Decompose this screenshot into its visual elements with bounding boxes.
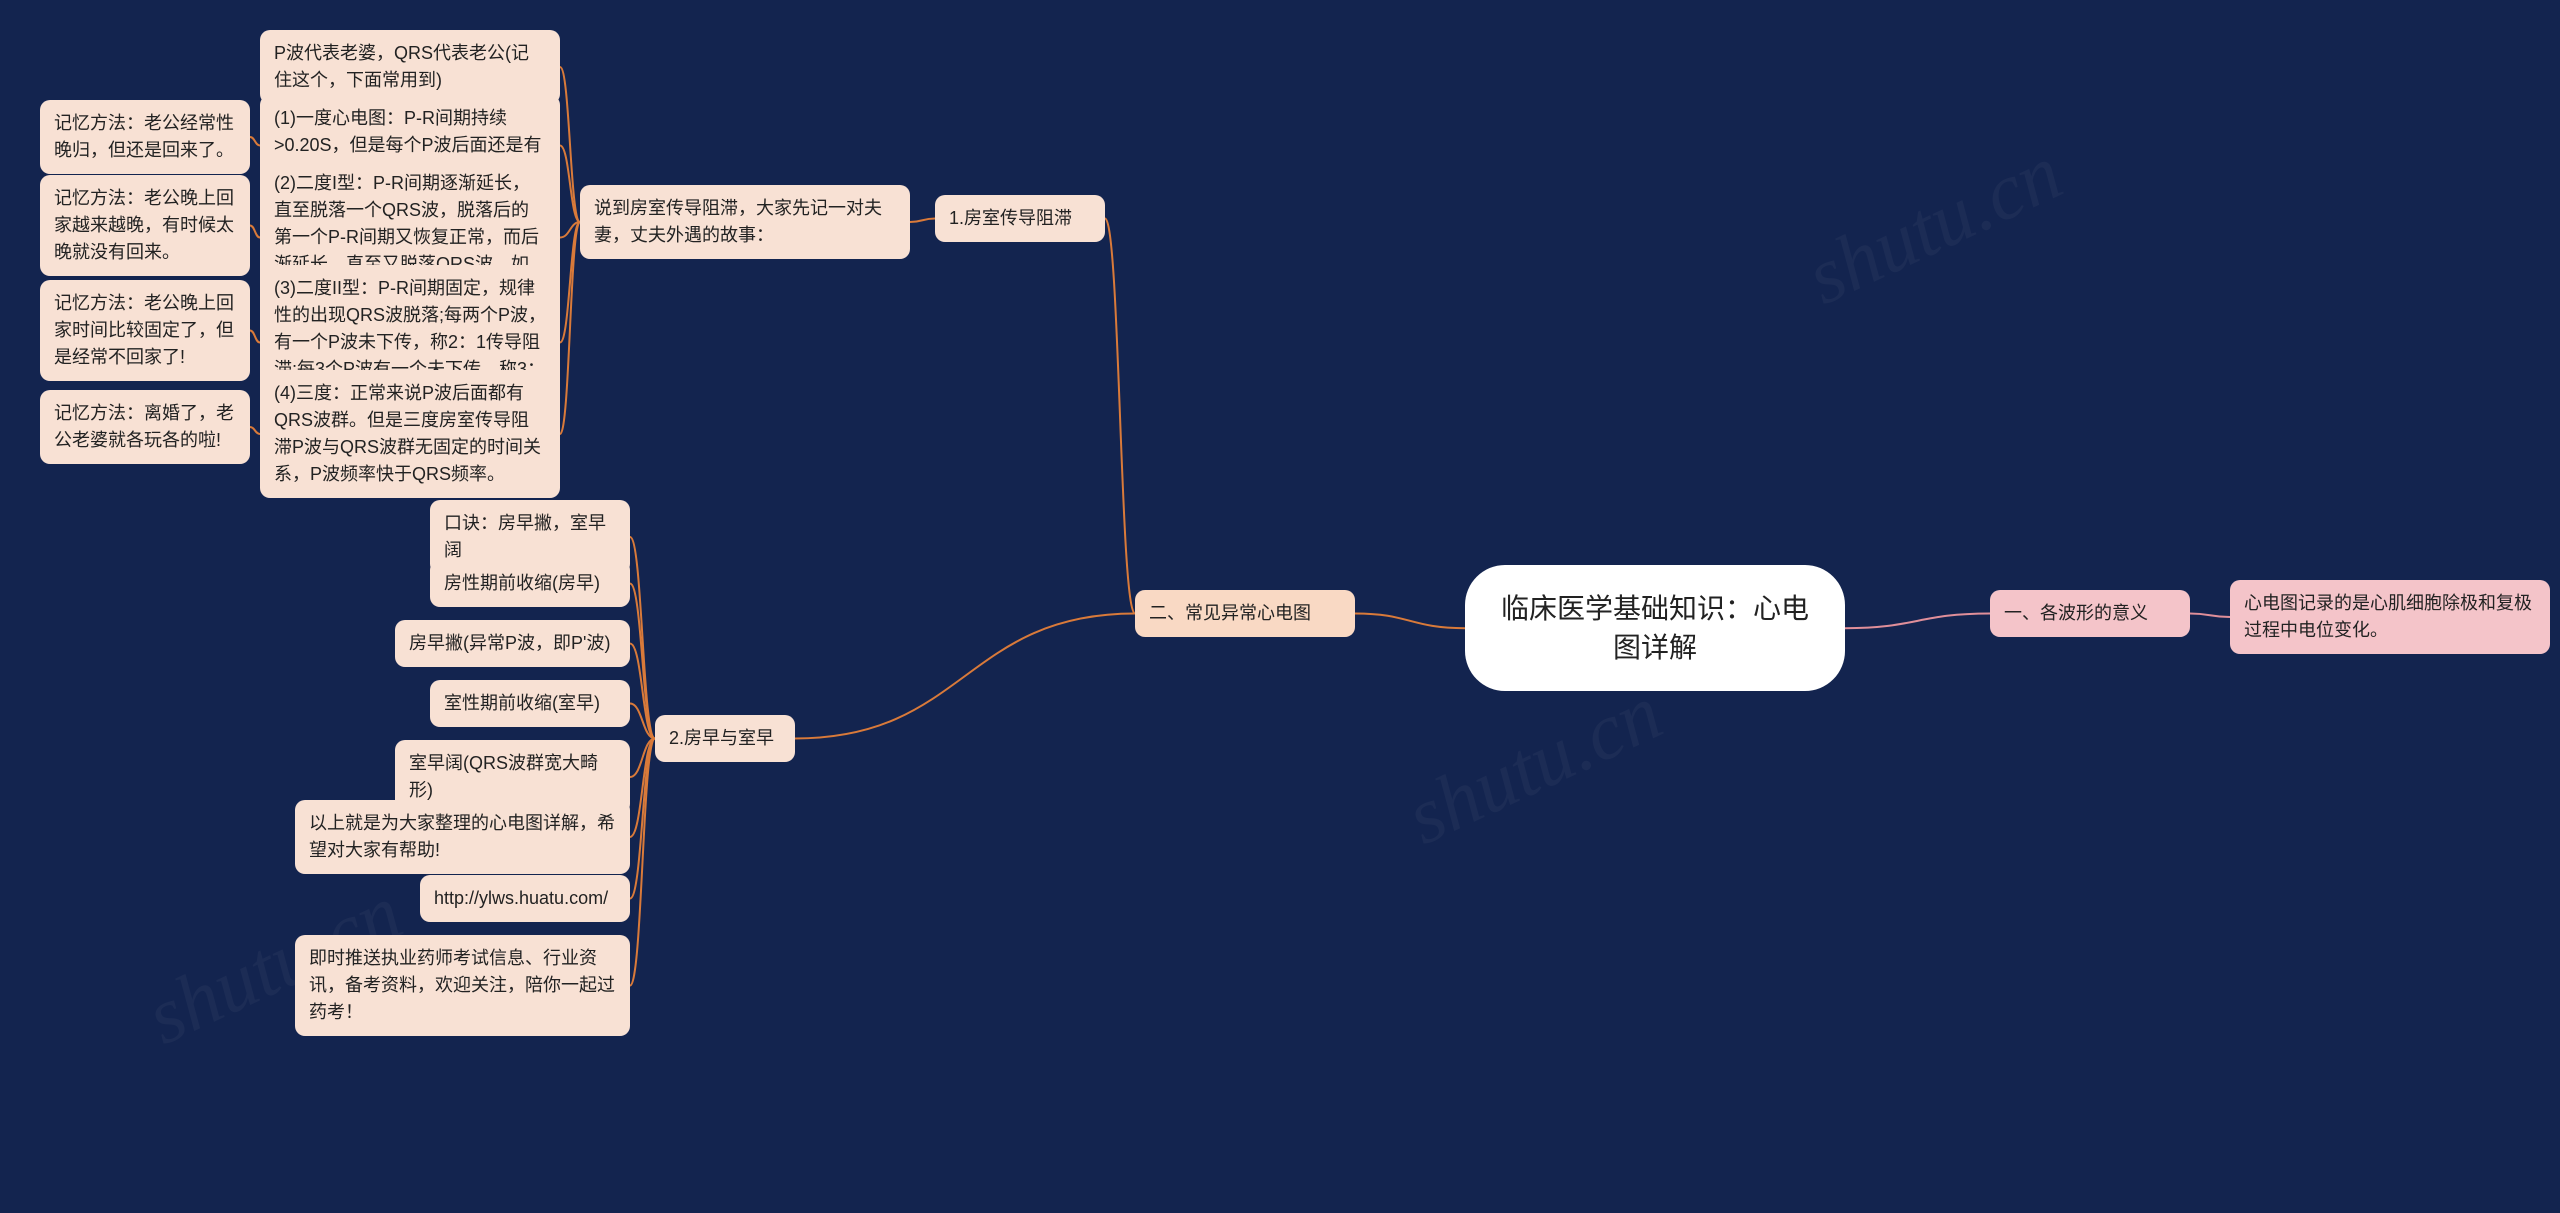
node-av-block-item: P波代表老婆，QRS代表老公(记住这个，下面常用到) [260,30,560,104]
node-av-block: 1.房室传导阻滞 [935,195,1105,242]
node-premature-item: http://ylws.huatu.com/ [420,875,630,922]
node-premature-item: 房性期前收缩(房早) [430,560,630,607]
node-mnemonic: 记忆方法：离婚了，老公老婆就各玩各的啦! [40,390,250,464]
watermark: shutu.cn [1393,667,1675,863]
node-premature-item: 即时推送执业药师考试信息、行业资讯，备考资料，欢迎关注，陪你一起过药考！ [295,935,630,1036]
leaf-waveform-desc: 心电图记录的是心肌细胞除极和复极过程中电位变化。 [2230,580,2550,654]
node-mnemonic: 记忆方法：老公晚上回家时间比较固定了，但是经常不回家了! [40,280,250,381]
node-premature-beat: 2.房早与室早 [655,715,795,762]
node-av-block-intro: 说到房室传导阻滞，大家先记一对夫妻，丈夫外遇的故事： [580,185,910,259]
watermark: shutu.cn [1793,127,2075,323]
node-mnemonic: 记忆方法：老公经常性晚归，但还是回来了。 [40,100,250,174]
node-premature-item: 室性期前收缩(室早) [430,680,630,727]
node-av-block-item: (4)三度：正常来说P波后面都有QRS波群。但是三度房室传导阻滞P波与QRS波群… [260,370,560,498]
node-mnemonic: 记忆方法：老公晚上回家越来越晚，有时候太晚就没有回来。 [40,175,250,276]
branch-waveform-meaning: 一、各波形的意义 [1990,590,2190,637]
node-premature-item: 房早撇(异常P波，即P'波) [395,620,630,667]
branch-abnormal-ecg: 二、常见异常心电图 [1135,590,1355,637]
root-node: 临床医学基础知识：心电图详解 [1465,565,1845,691]
node-premature-item: 以上就是为大家整理的心电图详解，希望对大家有帮助! [295,800,630,874]
